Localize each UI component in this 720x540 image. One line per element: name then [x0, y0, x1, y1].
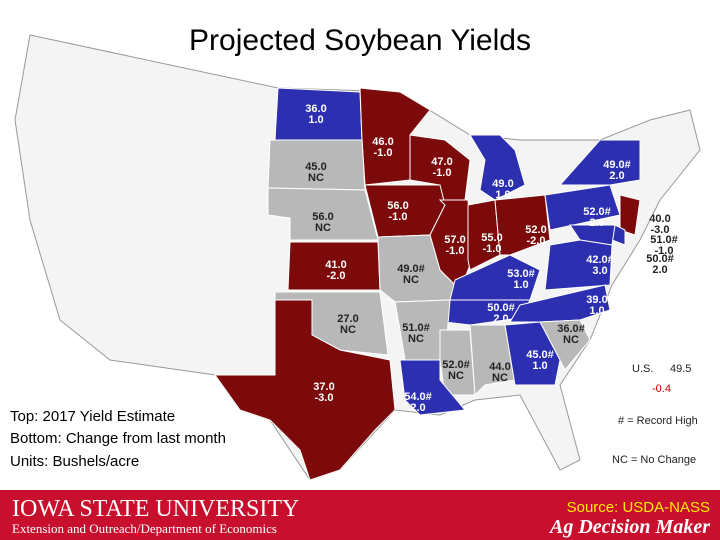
state-yield: 41.0 — [325, 259, 346, 271]
state-change: -1.0 — [655, 245, 674, 257]
state-change: NC — [563, 334, 579, 346]
state-change: NC — [492, 372, 508, 384]
state — [619, 194, 641, 236]
state-yield: 47.0 — [431, 156, 452, 168]
us-label: U.S. — [632, 363, 653, 375]
department: Extension and Outreach/Department of Eco… — [12, 521, 277, 536]
state — [467, 199, 501, 271]
state-yield: 44.0 — [489, 361, 510, 373]
state-yield: 52.0 — [525, 224, 546, 236]
state-change: -1.0 — [483, 243, 502, 255]
state-change: -2.0 — [327, 270, 346, 282]
state-change: 1.0 — [495, 189, 510, 201]
state-yield: 56.0 — [312, 211, 333, 223]
state-yield: 27.0 — [337, 313, 358, 325]
note: Units: Bushels/acre — [10, 453, 139, 470]
state — [399, 359, 466, 416]
state-yield: 55.0 — [481, 232, 502, 244]
title: Projected Soybean Yields — [189, 24, 531, 57]
state — [449, 254, 541, 301]
state-change: NC — [408, 333, 424, 345]
legend-nochange: NC = No Change — [612, 454, 696, 466]
state-change: -1.0 — [446, 245, 465, 257]
state-change: 2.0 — [493, 313, 508, 325]
note: Top: 2017 Yield Estimate — [10, 408, 175, 425]
state-yield: 49.0 — [492, 178, 513, 190]
state — [469, 134, 526, 201]
state — [504, 321, 561, 386]
state-yield: 40.0 — [649, 213, 670, 225]
state-yield: 39.0 — [586, 294, 607, 306]
state — [214, 299, 396, 481]
state-yield: 57.0 — [444, 234, 465, 246]
state-yield: 36.0 — [305, 103, 326, 115]
state-change: NC — [340, 324, 356, 336]
state-yield: 37.0 — [313, 381, 334, 393]
state — [469, 324, 516, 397]
state-yield: 42.0# — [586, 254, 614, 266]
state-yield: 45.0# — [526, 349, 554, 361]
state-change: NC — [308, 172, 324, 184]
state-yield: 54.0# — [404, 391, 432, 403]
state-change: 1.0 — [532, 360, 547, 372]
state — [439, 329, 476, 396]
state-yield: 56.0 — [387, 200, 408, 212]
state — [558, 139, 641, 186]
state-yield: 36.0# — [557, 323, 585, 335]
state-change: 2.0 — [410, 402, 425, 414]
state-change: 1.0 — [308, 114, 323, 126]
state-yield: 45.0 — [305, 161, 326, 173]
state-change: -2.0 — [527, 235, 546, 247]
state-change: -3.0 — [315, 392, 334, 404]
legend-record: # = Record High — [618, 415, 698, 427]
state-yield: 53.0# — [507, 268, 535, 280]
state-change: NC — [403, 274, 419, 286]
state — [267, 187, 379, 241]
university: Iowa State University — [12, 496, 299, 522]
state-change: 2.0 — [609, 170, 624, 182]
state-change: 2.0 — [589, 217, 604, 229]
us-change: -0.4 — [652, 383, 671, 395]
state-change: -1.0 — [374, 147, 393, 159]
state-change: NC — [315, 222, 331, 234]
state-yield: 50.0# — [646, 253, 674, 265]
state-yield: 51.0# — [650, 234, 678, 246]
state-change: NC — [448, 370, 464, 382]
state-change: 1.0 — [513, 279, 528, 291]
state-change: -1.0 — [389, 211, 408, 223]
footer-band — [0, 490, 720, 540]
note: Bottom: Change from last month — [10, 430, 226, 447]
state-change: 2.0 — [652, 264, 667, 276]
state-yield: 51.0# — [402, 322, 430, 334]
state-change: -1.0 — [433, 167, 452, 179]
us-value: 49.5 — [670, 363, 691, 375]
state-yield: 50.0# — [487, 302, 515, 314]
state — [544, 239, 613, 291]
state-yield: 46.0 — [372, 136, 393, 148]
source: Source: USDA-NASS — [567, 499, 710, 516]
brand: Ag Decision Maker — [548, 516, 710, 538]
state-yield: 49.0# — [397, 263, 425, 275]
state-yield: 52.0# — [442, 359, 470, 371]
state — [494, 194, 551, 256]
state-yield: 49.0# — [603, 159, 631, 171]
state-change: -3.0 — [651, 224, 670, 236]
state-yield: 52.0# — [583, 206, 611, 218]
state-change: 3.0 — [592, 265, 607, 277]
state-change: 1.0 — [589, 305, 604, 317]
